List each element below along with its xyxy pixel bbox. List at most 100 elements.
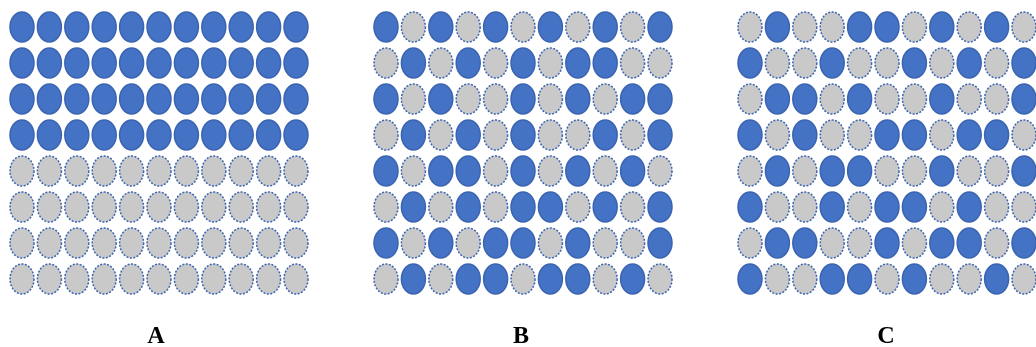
gray-cell xyxy=(428,263,454,295)
blue-cell xyxy=(255,83,282,115)
gray-cell xyxy=(400,227,427,259)
blue-cell xyxy=(510,47,536,79)
blue-cell xyxy=(565,83,591,115)
gray-cell xyxy=(565,11,591,43)
blue-cell xyxy=(400,191,427,223)
gray-cell xyxy=(173,263,200,295)
gray-cell xyxy=(91,227,117,259)
gray-cell xyxy=(201,263,227,295)
gray-cell xyxy=(428,119,454,151)
gray-cell xyxy=(901,11,928,43)
blue-cell xyxy=(537,263,564,295)
blue-cell xyxy=(846,11,873,43)
blue-cell xyxy=(565,47,591,79)
gray-cell xyxy=(619,227,646,259)
blue-cell xyxy=(565,155,591,187)
blue-cell xyxy=(118,47,145,79)
blue-cell xyxy=(428,227,454,259)
gray-cell xyxy=(283,227,309,259)
gray-cell xyxy=(1011,11,1036,43)
gray-cell xyxy=(118,263,145,295)
gray-cell xyxy=(983,191,1010,223)
gray-cell xyxy=(619,119,646,151)
gray-cell xyxy=(1011,191,1036,223)
gray-cell xyxy=(373,263,399,295)
blue-cell xyxy=(36,119,63,151)
gray-cell xyxy=(510,263,536,295)
gray-cell xyxy=(565,191,591,223)
blue-cell xyxy=(819,263,845,295)
blue-cell xyxy=(9,47,35,79)
gray-cell xyxy=(592,263,618,295)
blue-cell xyxy=(373,155,399,187)
blue-cell xyxy=(9,11,35,43)
blue-cell xyxy=(846,83,873,115)
blue-cell xyxy=(455,119,481,151)
gray-cell xyxy=(146,263,172,295)
blue-cell xyxy=(1011,47,1036,79)
blue-cell xyxy=(592,119,618,151)
blue-cell xyxy=(482,11,509,43)
gray-cell xyxy=(173,155,200,187)
blue-cell xyxy=(91,47,117,79)
blue-cell xyxy=(455,47,481,79)
blue-cell xyxy=(764,83,791,115)
blue-cell xyxy=(619,263,646,295)
blue-cell xyxy=(983,119,1010,151)
blue-cell xyxy=(592,191,618,223)
blue-cell xyxy=(283,47,309,79)
blue-cell xyxy=(91,83,117,115)
blue-cell xyxy=(983,263,1010,295)
gray-cell xyxy=(764,263,791,295)
gray-cell xyxy=(792,191,818,223)
blue-cell xyxy=(510,119,536,151)
gray-cell xyxy=(874,155,900,187)
gray-cell xyxy=(173,227,200,259)
blue-cell xyxy=(737,191,763,223)
panel-label: A xyxy=(147,323,165,347)
gray-cell xyxy=(956,83,982,115)
blue-cell xyxy=(874,191,900,223)
gray-cell xyxy=(792,47,818,79)
blue-cell xyxy=(283,119,309,151)
blue-cell xyxy=(428,155,454,187)
blue-cell xyxy=(792,119,818,151)
gray-cell xyxy=(874,263,900,295)
blue-cell xyxy=(846,155,873,187)
gray-cell xyxy=(283,263,309,295)
blue-cell xyxy=(91,119,117,151)
gray-cell xyxy=(400,83,427,115)
gray-cell xyxy=(983,227,1010,259)
gray-cell xyxy=(901,227,928,259)
blue-cell xyxy=(510,227,536,259)
blue-cell xyxy=(36,83,63,115)
gray-cell xyxy=(619,47,646,79)
gray-cell xyxy=(846,119,873,151)
blue-cell xyxy=(400,119,427,151)
blue-cell xyxy=(647,119,673,151)
gray-cell xyxy=(255,191,282,223)
gray-cell xyxy=(91,191,117,223)
gray-cell xyxy=(737,11,763,43)
blue-cell xyxy=(737,47,763,79)
gray-cell xyxy=(537,227,564,259)
blue-cell xyxy=(146,11,172,43)
gray-cell xyxy=(792,11,818,43)
gray-cell xyxy=(228,227,254,259)
gray-cell xyxy=(201,191,227,223)
gray-cell xyxy=(255,227,282,259)
gray-cell xyxy=(1011,263,1036,295)
gray-cell xyxy=(647,155,673,187)
gray-cell xyxy=(9,227,35,259)
blue-cell xyxy=(455,263,481,295)
blue-cell xyxy=(9,83,35,115)
blue-cell xyxy=(9,119,35,151)
gray-cell xyxy=(764,47,791,79)
gray-cell xyxy=(929,47,955,79)
blue-cell xyxy=(283,83,309,115)
gray-cell xyxy=(592,227,618,259)
blue-cell xyxy=(983,11,1010,43)
gray-cell xyxy=(64,191,90,223)
gray-cell xyxy=(737,155,763,187)
